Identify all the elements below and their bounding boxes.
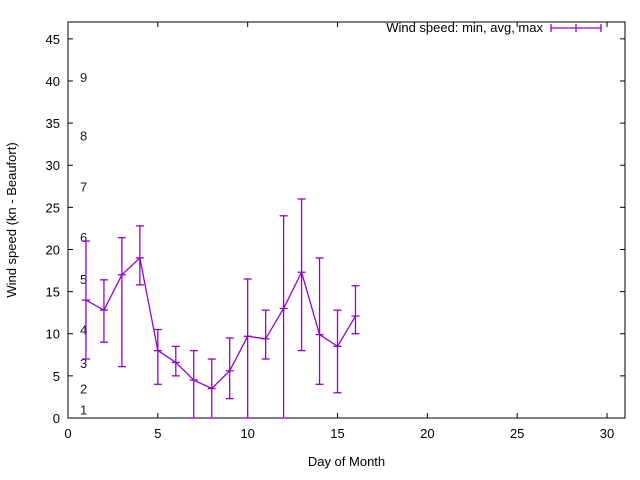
plot-frame — [67, 21, 626, 419]
y-tick-label: 30 — [46, 158, 60, 173]
y-axis-title: Wind speed (kn - Beaufort) — [4, 142, 19, 297]
beaufort-scale-labels: 1 2 3 4 5 6 7 8 9 — [80, 70, 87, 418]
x-tick-label: 15 — [330, 426, 344, 441]
y-tick-label: 45 — [46, 32, 60, 47]
errorbar-point — [81, 240, 90, 360]
beaufort-label: 4 — [80, 323, 87, 338]
errorbar-point — [351, 285, 360, 335]
y-tick-label: 5 — [53, 369, 60, 384]
legend: Wind speed: min, avg, max — [386, 20, 602, 35]
y-tick-label: 20 — [46, 242, 60, 257]
y-tick-label: 10 — [46, 327, 60, 342]
beaufort-label: 8 — [80, 129, 87, 144]
x-tick-label: 30 — [600, 426, 614, 441]
x-tick-label: 5 — [154, 426, 161, 441]
y-tick-label: 25 — [46, 200, 60, 215]
beaufort-label: 5 — [80, 272, 87, 287]
avg-line — [85, 256, 357, 390]
plot-border — [67, 21, 626, 419]
x-axis-ticks: 0 5 10 15 20 25 30 — [64, 22, 614, 441]
beaufort-label: 3 — [80, 356, 87, 371]
x-tick-label: 10 — [240, 426, 254, 441]
legend-label: Wind speed: min, avg, max — [386, 20, 543, 35]
y-tick-label: 35 — [46, 116, 60, 131]
y-tick-label: 40 — [46, 74, 60, 89]
errorbar-point — [333, 309, 342, 394]
beaufort-label: 6 — [80, 230, 87, 245]
data-series-group — [81, 198, 360, 419]
x-tick-label: 0 — [64, 426, 71, 441]
y-tick-label: 0 — [53, 411, 60, 426]
beaufort-label: 9 — [80, 70, 87, 85]
x-tick-label: 25 — [510, 426, 524, 441]
errorbar-point — [171, 345, 180, 377]
beaufort-label: 7 — [80, 179, 87, 194]
beaufort-label: 2 — [80, 382, 87, 397]
x-axis-title: Day of Month — [308, 454, 385, 469]
errorbar-point — [225, 337, 234, 400]
errorbar-point — [117, 237, 126, 368]
beaufort-label: 1 — [80, 403, 87, 418]
x-tick-label: 20 — [420, 426, 434, 441]
y-tick-label: 15 — [46, 285, 60, 300]
